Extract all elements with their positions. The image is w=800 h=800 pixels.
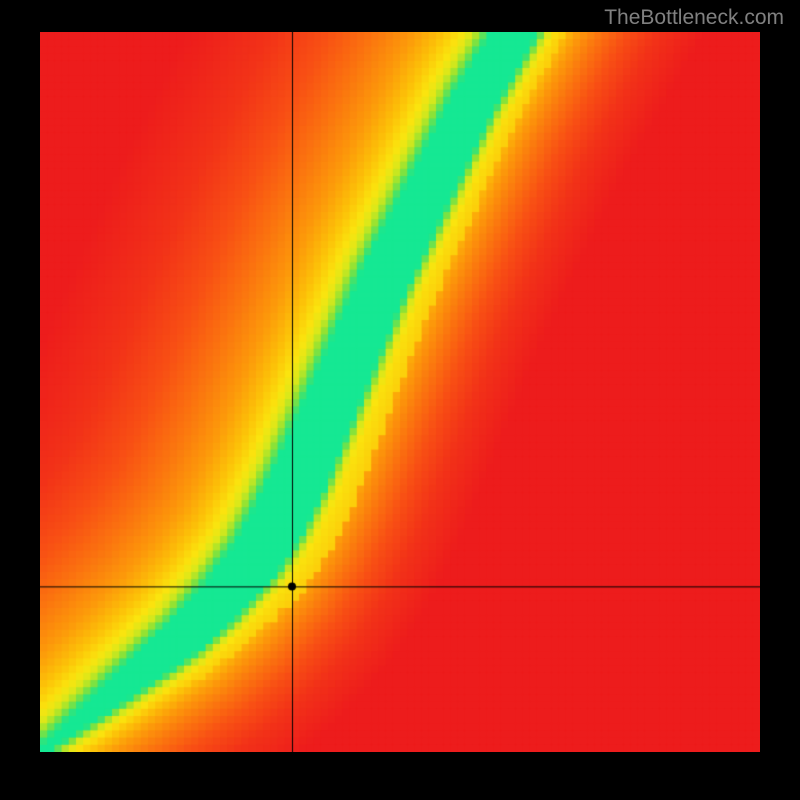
watermark-text: TheBottleneck.com bbox=[604, 6, 784, 30]
heatmap-plot bbox=[40, 32, 760, 752]
heatmap-canvas bbox=[40, 32, 760, 752]
